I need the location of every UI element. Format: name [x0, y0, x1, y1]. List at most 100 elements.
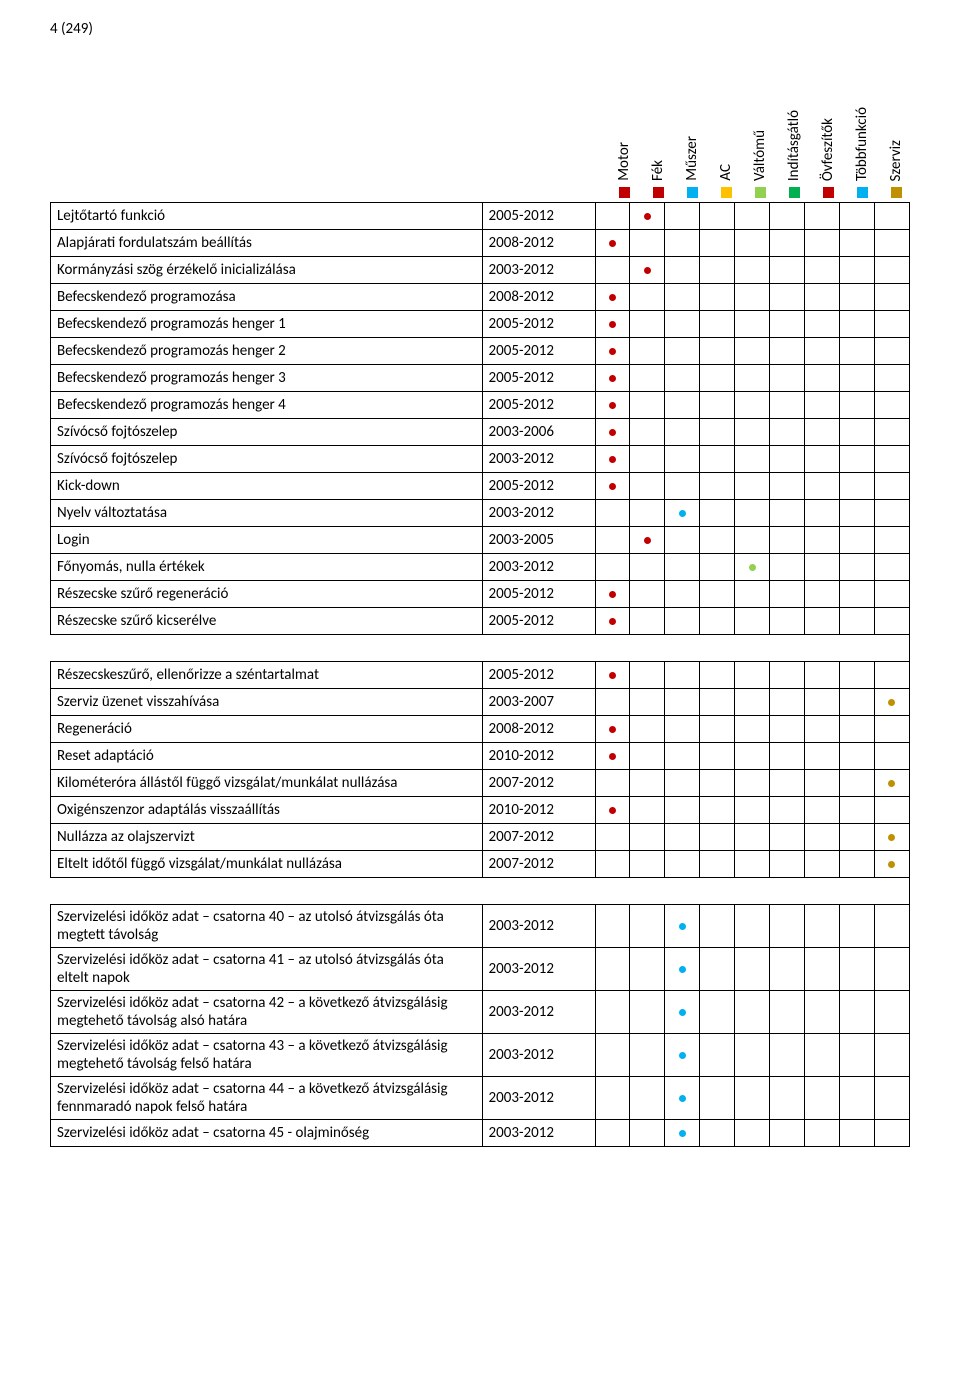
- dot-cell-tobbfunkcio: [840, 365, 875, 392]
- dot-cell-ac: [700, 230, 735, 257]
- row-years: 2003-2012: [482, 991, 595, 1034]
- legend-item: Szerviz: [888, 140, 904, 198]
- dot-cell-ac: [700, 1077, 735, 1120]
- dot-cell-muszer: [665, 770, 700, 797]
- row-years: 2008-2012: [482, 716, 595, 743]
- dot-cell-valtomu: [735, 797, 770, 824]
- dot-cell-szerviz: [874, 500, 909, 527]
- dot-cell-ovfeszitok: [805, 948, 840, 991]
- dot-icon: [679, 923, 686, 930]
- dot-cell-fek: [630, 284, 665, 311]
- dot-cell-muszer: [665, 1077, 700, 1120]
- row-years: 2008-2012: [482, 230, 595, 257]
- row-years: 2007-2012: [482, 770, 595, 797]
- legend-label: Váltómű: [751, 130, 769, 181]
- dot-cell-muszer: [665, 948, 700, 991]
- dot-cell-ac: [700, 203, 735, 230]
- dot-cell-inditasgatlo: [770, 1034, 805, 1077]
- legend-label: AC: [717, 164, 735, 181]
- row-label: Befecskendező programozás henger 3: [51, 365, 483, 392]
- table-row: Szervizelési időköz adat – csatorna 44 –…: [51, 1077, 910, 1120]
- dot-icon: [749, 564, 756, 571]
- row-label: Részecske szűrő regeneráció: [51, 581, 483, 608]
- dot-cell-szerviz: [874, 851, 909, 878]
- dot-cell-szerviz: [874, 797, 909, 824]
- dot-cell-ovfeszitok: [805, 716, 840, 743]
- row-label: Szerviz üzenet visszahívása: [51, 689, 483, 716]
- table-row: Szerviz üzenet visszahívása2003-2007: [51, 689, 910, 716]
- dot-icon: [609, 672, 616, 679]
- dot-cell-inditasgatlo: [770, 257, 805, 284]
- dot-cell-inditasgatlo: [770, 608, 805, 635]
- dot-cell-inditasgatlo: [770, 743, 805, 770]
- row-years: 2005-2012: [482, 608, 595, 635]
- dot-cell-muszer: [665, 716, 700, 743]
- table-row: Oxigénszenzor adaptálás visszaállítás201…: [51, 797, 910, 824]
- dot-cell-inditasgatlo: [770, 446, 805, 473]
- row-years: 2003-2012: [482, 554, 595, 581]
- dot-cell-ovfeszitok: [805, 284, 840, 311]
- dot-cell-szerviz: [874, 338, 909, 365]
- table-row: Nyelv változtatása2003-2012: [51, 500, 910, 527]
- dot-cell-valtomu: [735, 1034, 770, 1077]
- dot-icon: [888, 834, 895, 841]
- row-years: 2003-2012: [482, 1077, 595, 1120]
- dot-cell-tobbfunkcio: [840, 905, 875, 948]
- dot-cell-muszer: [665, 338, 700, 365]
- dot-cell-inditasgatlo: [770, 311, 805, 338]
- row-years: 2010-2012: [482, 797, 595, 824]
- dot-cell-inditasgatlo: [770, 419, 805, 446]
- row-years: 2003-2012: [482, 446, 595, 473]
- dot-cell-ac: [700, 824, 735, 851]
- table-row: Befecskendező programozás henger 22005-2…: [51, 338, 910, 365]
- dot-cell-tobbfunkcio: [840, 230, 875, 257]
- dot-cell-valtomu: [735, 365, 770, 392]
- dot-cell-fek: [630, 662, 665, 689]
- dot-cell-motor: [595, 743, 630, 770]
- table-row: Szívócső fojtószelep2003-2012: [51, 446, 910, 473]
- dot-cell-fek: [630, 689, 665, 716]
- dot-cell-ovfeszitok: [805, 473, 840, 500]
- dot-cell-ovfeszitok: [805, 1077, 840, 1120]
- dot-cell-inditasgatlo: [770, 203, 805, 230]
- dot-cell-valtomu: [735, 257, 770, 284]
- dot-cell-muszer: [665, 392, 700, 419]
- dot-cell-fek: [630, 500, 665, 527]
- row-years: 2003-2006: [482, 419, 595, 446]
- row-label: Befecskendező programozás henger 4: [51, 392, 483, 419]
- row-label: Szervizelési időköz adat – csatorna 45 -…: [51, 1120, 483, 1147]
- dot-icon: [679, 966, 686, 973]
- row-label: Részecskeszűrő, ellenőrizze a széntartal…: [51, 662, 483, 689]
- row-label: Szervizelési időköz adat – csatorna 40 –…: [51, 905, 483, 948]
- row-label: Kormányzási szög érzékelő inicializálása: [51, 257, 483, 284]
- row-label: Kick-down: [51, 473, 483, 500]
- dot-cell-ovfeszitok: [805, 1034, 840, 1077]
- dot-cell-fek: [630, 527, 665, 554]
- row-years: 2005-2012: [482, 662, 595, 689]
- dot-cell-szerviz: [874, 948, 909, 991]
- row-years: 2005-2012: [482, 338, 595, 365]
- row-label: Nullázza az olajszervizt: [51, 824, 483, 851]
- dot-cell-motor: [595, 770, 630, 797]
- dot-cell-inditasgatlo: [770, 797, 805, 824]
- dot-cell-ac: [700, 797, 735, 824]
- row-label: Szervizelési időköz adat – csatorna 42 –…: [51, 991, 483, 1034]
- legend-swatch: [721, 187, 732, 198]
- row-years: 2007-2012: [482, 824, 595, 851]
- row-label: Alapjárati fordulatszám beállítás: [51, 230, 483, 257]
- dot-cell-motor: [595, 1034, 630, 1077]
- table-row: Lejtőtartó funkció2005-2012: [51, 203, 910, 230]
- dot-cell-tobbfunkcio: [840, 770, 875, 797]
- dot-cell-fek: [630, 446, 665, 473]
- row-label: Kilométeróra állástől függő vizsgálat/mu…: [51, 770, 483, 797]
- dot-cell-motor: [595, 716, 630, 743]
- dot-cell-ac: [700, 284, 735, 311]
- legend-swatch: [789, 187, 800, 198]
- dot-cell-ovfeszitok: [805, 662, 840, 689]
- dot-cell-ac: [700, 446, 735, 473]
- dot-cell-motor: [595, 608, 630, 635]
- legend-item: Többfunkció: [854, 107, 870, 198]
- dot-cell-tobbfunkcio: [840, 797, 875, 824]
- dot-cell-valtomu: [735, 662, 770, 689]
- dot-cell-valtomu: [735, 446, 770, 473]
